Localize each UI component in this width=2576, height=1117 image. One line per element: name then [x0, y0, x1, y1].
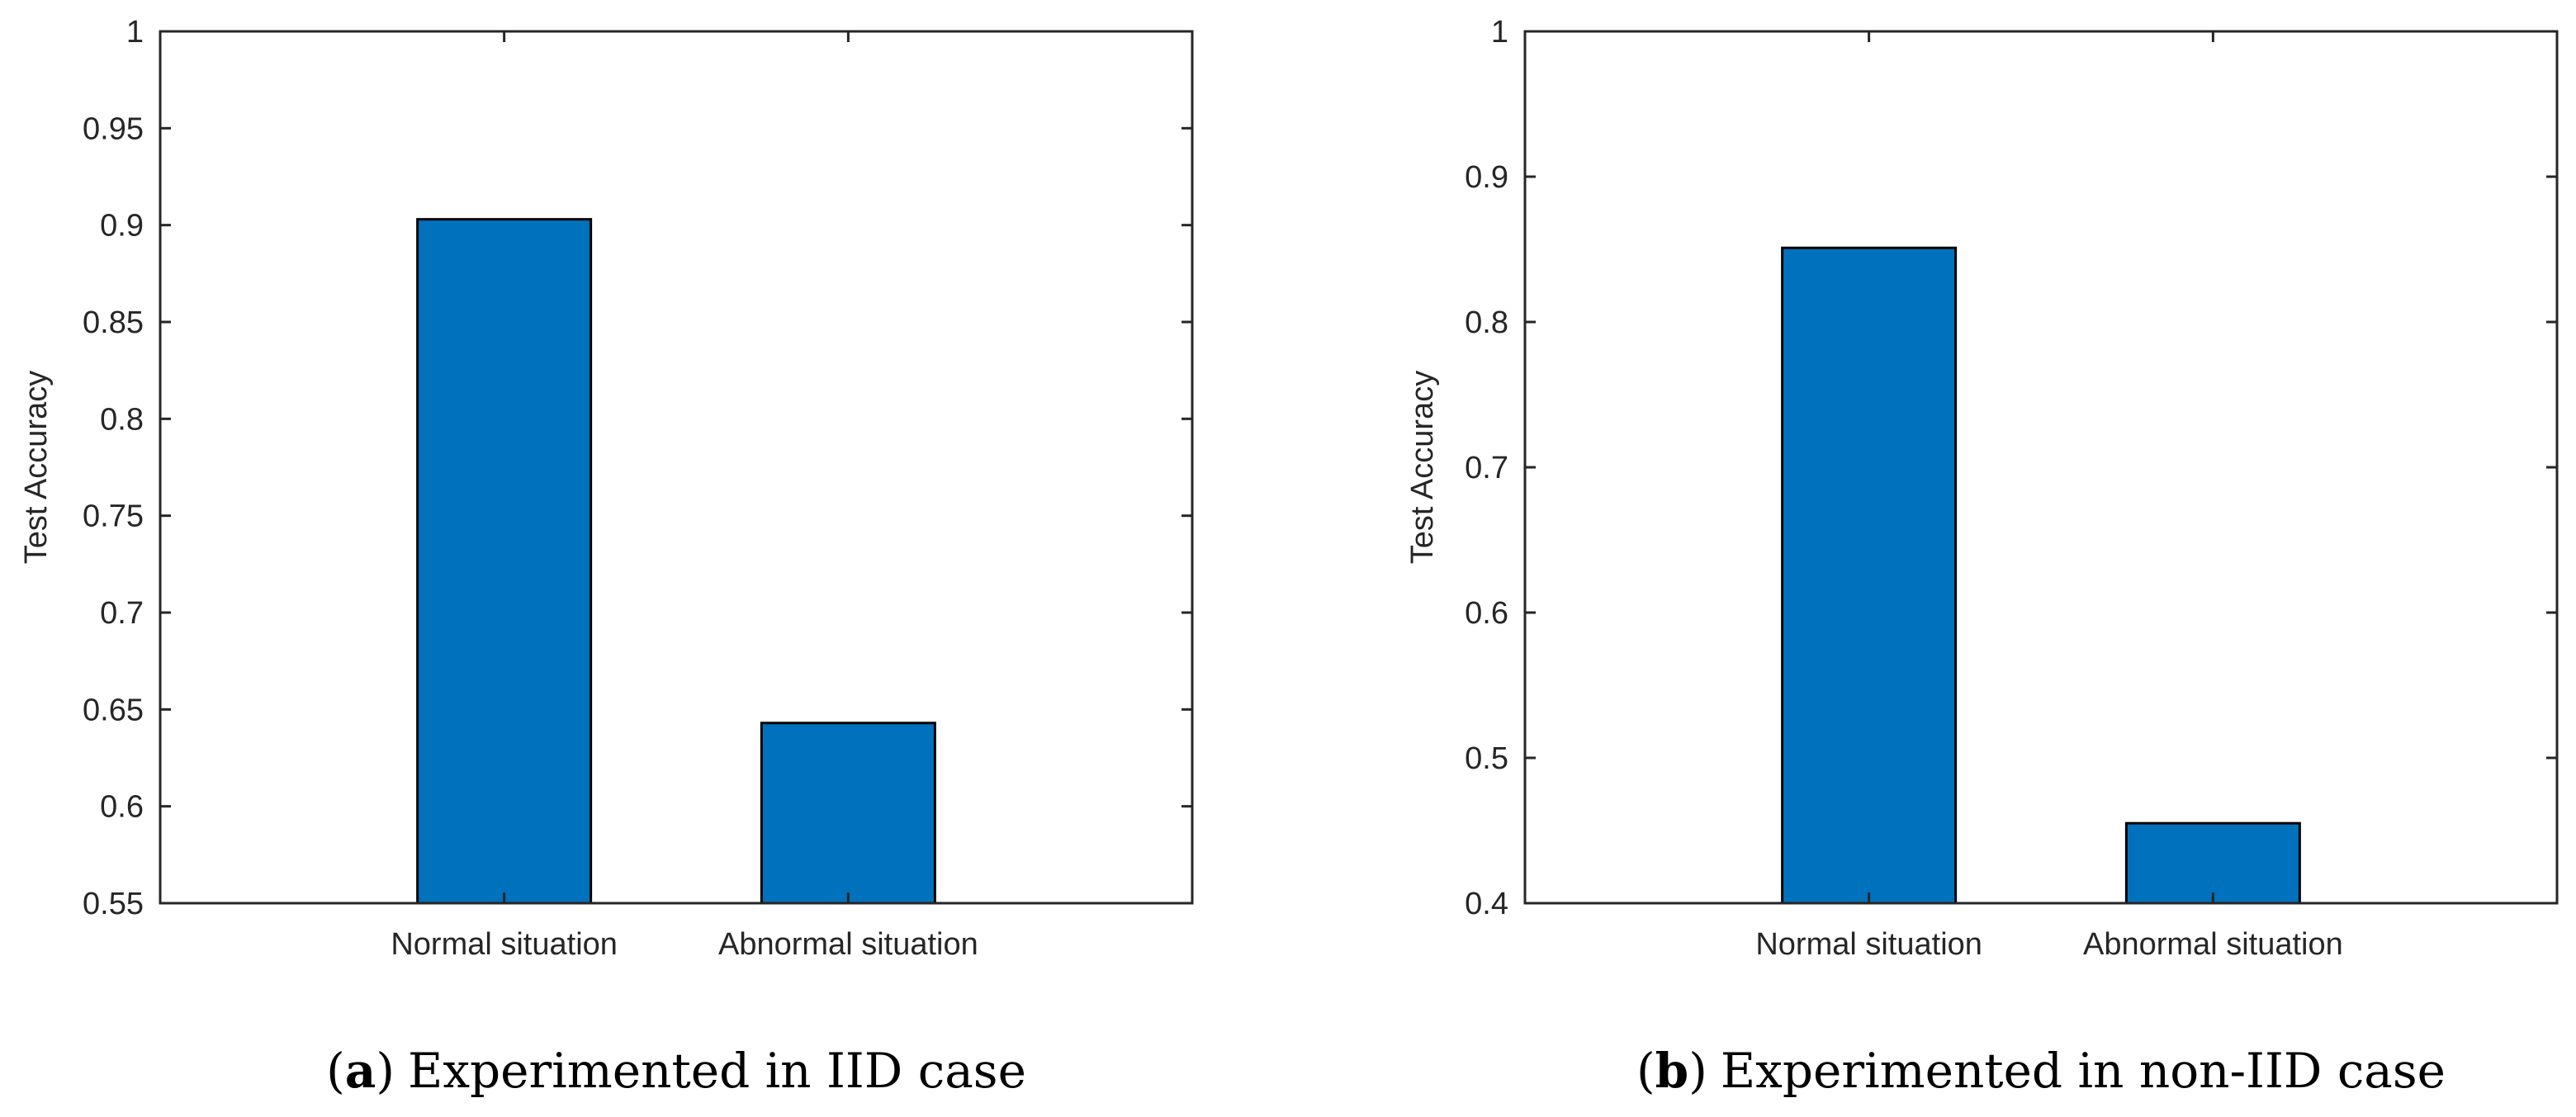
y-tick-label: 0.95 — [83, 111, 144, 146]
caption-text: Experimented in IID case — [408, 1043, 1026, 1099]
x-tick-label: Abnormal situation — [2083, 927, 2343, 962]
caption-letter: a — [345, 1043, 376, 1099]
caption-open-paren: ( — [326, 1043, 345, 1099]
y-tick-label: 0.7 — [100, 596, 144, 631]
y-tick-label: 0.55 — [83, 887, 144, 921]
y-tick-label: 0.5 — [1465, 741, 1508, 776]
y-tick-label: 0.85 — [83, 305, 144, 340]
y-tick-label: 0.6 — [100, 790, 144, 825]
bar-abnormal-situation — [760, 722, 936, 905]
figure-caption: (a) Experimented in IID case — [326, 1043, 1026, 1099]
y-tick-label: 0.4 — [1465, 887, 1508, 921]
bar-abnormal-situation — [2124, 821, 2301, 905]
y-tick-label: 1 — [126, 15, 144, 50]
y-tick-label: 0.9 — [100, 209, 144, 244]
axes-box — [1523, 30, 2559, 905]
y-tick-label: 0.9 — [1465, 160, 1508, 195]
y-tick-label: 0.65 — [83, 693, 144, 727]
chart-iid: 0.55 0.6 0.65 0.7 0.75 0.8 0.85 0.9 0.95 1 Normal … — [19, 15, 1194, 1099]
caption-close-paren: ) — [1688, 1043, 1707, 1099]
y-tick-label: 0.7 — [1465, 451, 1508, 485]
caption-open-paren: ( — [1636, 1043, 1655, 1099]
y-tick-label: 0.8 — [1465, 305, 1508, 340]
x-tick-label: Normal situation — [391, 927, 618, 962]
axes-box — [159, 30, 1194, 905]
y-axis-title: Test Accuracy — [19, 371, 54, 564]
y-tick-label: 0.75 — [83, 499, 144, 534]
x-tick-label: Abnormal situation — [718, 927, 978, 962]
caption-text: Experimented in non-IID case — [1721, 1043, 2446, 1099]
y-axis-title: Test Accuracy — [1405, 371, 1440, 564]
chart-non-iid: 0.4 0.5 0.6 0.7 0.8 0.9 1 Normal situation Abnor… — [1405, 15, 2559, 1099]
caption-letter: b — [1655, 1043, 1689, 1099]
figure-caption: (b) Experimented in non-IID case — [1636, 1043, 2446, 1099]
y-tick-label: 0.6 — [1465, 596, 1508, 631]
y-tick-label: 0.8 — [100, 402, 144, 437]
bar-normal-situation — [416, 218, 593, 905]
y-tick-label: 1 — [1491, 15, 1508, 50]
bar-normal-situation — [1781, 246, 1958, 905]
caption-close-paren: ) — [376, 1043, 395, 1099]
x-tick-label: Normal situation — [1755, 927, 1982, 962]
